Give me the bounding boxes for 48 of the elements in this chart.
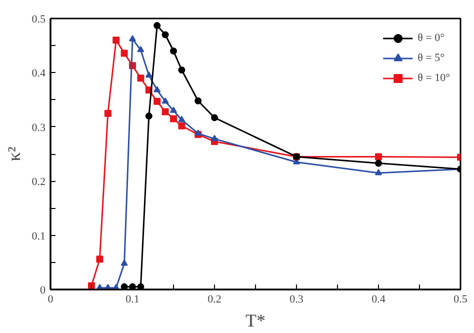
y-tick-label: 0.4 (32, 68, 46, 80)
point (170, 115, 177, 122)
legend-label: θ = 10° (418, 72, 450, 84)
point (154, 98, 161, 105)
point (162, 31, 169, 38)
legend-label: θ = 5° (418, 52, 444, 64)
point (120, 50, 128, 57)
point (137, 46, 144, 52)
point (375, 160, 382, 167)
point (145, 71, 152, 78)
point (194, 97, 202, 104)
x-tick-label: 0 (48, 294, 54, 306)
point (120, 260, 128, 266)
point (154, 86, 161, 92)
point (178, 116, 186, 122)
point (170, 106, 177, 113)
point (162, 108, 169, 116)
x-tick-label: 0.1 (126, 294, 140, 306)
point (96, 256, 104, 263)
point (129, 35, 136, 42)
y-axis-title: κ² (4, 146, 24, 162)
point (375, 153, 382, 160)
point (145, 112, 152, 120)
x-axis-title: T* (246, 310, 266, 330)
point (211, 114, 218, 122)
x-tick-label: 0.4 (372, 294, 386, 306)
point (137, 283, 144, 290)
point (178, 122, 186, 130)
point (137, 74, 144, 82)
point (178, 66, 186, 74)
point (120, 283, 128, 290)
x-tick-label: 0.5 (454, 294, 468, 306)
point (170, 48, 177, 55)
point (375, 169, 382, 176)
point (104, 110, 112, 117)
x-tick-label: 0.3 (290, 294, 304, 306)
y-tick-label: 0 (40, 284, 46, 296)
y-tick-label: 0.1 (32, 230, 46, 242)
point (88, 282, 95, 290)
y-tick-label: 0.3 (32, 122, 46, 134)
y-tick-label: 0.2 (32, 176, 46, 188)
point (211, 134, 218, 142)
point (162, 97, 169, 104)
y-tick-label: 0.5 (32, 14, 46, 26)
x-tick-label: 0.2 (208, 294, 222, 306)
point (154, 22, 161, 30)
legend-label: θ = 0° (418, 32, 444, 44)
point (112, 36, 120, 44)
